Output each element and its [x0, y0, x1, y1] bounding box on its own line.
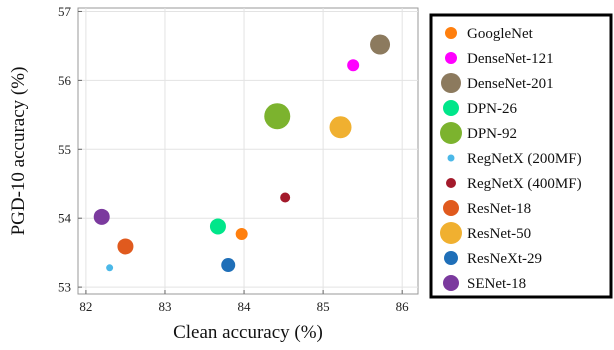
data-point	[347, 59, 360, 72]
legend-marker	[447, 154, 455, 162]
data-point	[280, 192, 291, 203]
legend-label: DenseNet-121	[467, 51, 554, 67]
data-point	[329, 116, 352, 139]
legend: GoogleNet DenseNet-121 DenseNet-201 DPN-26 D…	[429, 13, 613, 299]
legend-label: GoogleNet	[467, 26, 534, 42]
legend-label: ResNet-50	[467, 226, 531, 242]
legend-marker	[443, 100, 459, 116]
legend-label: RegNetX (200MF)	[467, 151, 582, 167]
legend-box	[429, 13, 613, 299]
legend-label: ResNeXt-29	[467, 251, 542, 267]
legend-marker	[445, 27, 457, 39]
legend-marker	[440, 122, 462, 144]
data-point	[117, 238, 134, 255]
legend-label: DPN-26	[467, 101, 518, 117]
y-tick-label: 56	[58, 73, 72, 88]
data-point	[106, 264, 114, 272]
x-tick-label: 85	[317, 299, 330, 314]
legend-marker	[445, 52, 457, 64]
data-point	[264, 103, 291, 130]
legend-label: DenseNet-201	[467, 76, 554, 92]
legend-marker	[443, 275, 459, 291]
x-tick-label: 86	[396, 299, 410, 314]
legend-marker	[440, 222, 462, 244]
y-axis-label: PGD-10 accuracy (%)	[8, 67, 29, 236]
plot-area	[77, 7, 419, 295]
data-point	[221, 258, 236, 273]
data-point	[235, 228, 248, 241]
x-tick-label: 82	[79, 299, 92, 314]
data-point	[209, 218, 226, 235]
legend-label: RegNetX (400MF)	[467, 176, 582, 192]
x-tick-label: 84	[238, 299, 252, 314]
x-axis-label: Clean accuracy (%)	[173, 322, 323, 343]
legend-label: ResNet-18	[467, 201, 531, 217]
grid	[78, 8, 418, 294]
data-point	[93, 208, 110, 225]
y-tick-label: 54	[58, 211, 72, 226]
legend-marker	[444, 251, 458, 265]
x-tick-label: 83	[158, 299, 171, 314]
y-tick-label: 53	[58, 280, 71, 295]
legend-marker	[443, 200, 459, 216]
y-tick-label: 55	[58, 142, 71, 157]
data-points	[93, 34, 391, 273]
data-point	[370, 34, 391, 55]
legend-marker	[441, 73, 461, 93]
legend-label: DPN-92	[467, 126, 517, 142]
y-tick-label: 57	[58, 4, 72, 19]
legend-label: SENet-18	[467, 276, 526, 292]
legend-marker	[446, 178, 456, 188]
axis-ticks: 82 83 84 85 86 53 54 55 56 57	[58, 4, 409, 314]
